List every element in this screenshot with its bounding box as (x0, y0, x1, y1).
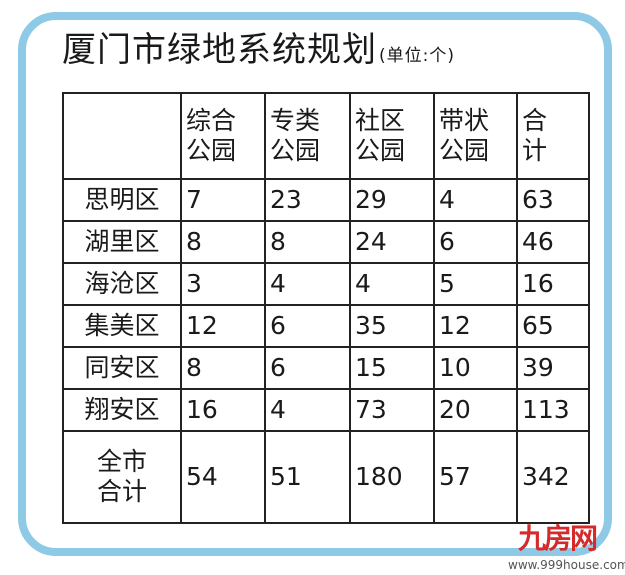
value-cell: 35 (349, 304, 435, 348)
total-label: 全市 合计 (62, 430, 182, 524)
district-label: 集美区 (62, 304, 182, 348)
column-header: 社区 公园 (349, 92, 435, 180)
value-cell: 12 (180, 304, 266, 348)
value-cell: 20 (433, 388, 518, 432)
total-cell: 342 (516, 430, 590, 524)
value-cell: 8 (264, 220, 351, 264)
value-cell: 10 (433, 346, 518, 390)
corner-cell (62, 92, 182, 180)
value-cell: 7 (180, 178, 266, 222)
value-cell: 63 (516, 178, 590, 222)
value-cell: 46 (516, 220, 590, 264)
value-cell: 29 (349, 178, 435, 222)
total-cell: 54 (180, 430, 266, 524)
value-cell: 4 (433, 178, 518, 222)
table-row: 同安区 8 6 15 10 39 (62, 346, 590, 390)
table-row: 集美区 12 6 35 12 65 (62, 304, 590, 348)
district-label: 湖里区 (62, 220, 182, 264)
table-row: 海沧区 3 4 4 5 16 (62, 262, 590, 306)
value-cell: 113 (516, 388, 590, 432)
unit-label: (单位:个) (379, 46, 455, 66)
value-cell: 4 (264, 262, 351, 306)
column-header: 专类 公园 (264, 92, 351, 180)
value-cell: 3 (180, 262, 266, 306)
value-cell: 16 (516, 262, 590, 306)
table-row: 湖里区 8 8 24 6 46 (62, 220, 590, 264)
value-cell: 4 (349, 262, 435, 306)
total-cell: 180 (349, 430, 435, 524)
value-cell: 8 (180, 346, 266, 390)
page-title: 厦门市绿地系统规划 (单位:个) (62, 30, 455, 76)
value-cell: 12 (433, 304, 518, 348)
value-cell: 23 (264, 178, 351, 222)
column-header: 合计 (516, 92, 590, 180)
value-cell: 6 (264, 346, 351, 390)
value-cell: 73 (349, 388, 435, 432)
value-cell: 4 (264, 388, 351, 432)
title-text: 厦门市绿地系统规划 (62, 30, 377, 70)
total-cell: 57 (433, 430, 518, 524)
value-cell: 5 (433, 262, 518, 306)
value-cell: 24 (349, 220, 435, 264)
value-cell: 8 (180, 220, 266, 264)
table-row: 思明区 7 23 29 4 63 (62, 178, 590, 222)
column-header: 带状 公园 (433, 92, 518, 180)
value-cell: 15 (349, 346, 435, 390)
value-cell: 6 (264, 304, 351, 348)
watermark-url: www.999house.com (508, 558, 625, 572)
district-label: 翔安区 (62, 388, 182, 432)
district-label: 同安区 (62, 346, 182, 390)
column-header: 综合 公园 (180, 92, 266, 180)
watermark-logo: 九房网 (518, 522, 598, 555)
green-space-table: 综合 公园 专类 公园 社区 公园 带状 公园 合计 思明区 7 23 29 4 63 湖里区 8 8 2… (62, 92, 590, 524)
value-cell: 6 (433, 220, 518, 264)
total-row: 全市 合计 54 51 180 57 342 (62, 430, 590, 524)
district-label: 海沧区 (62, 262, 182, 306)
header-row: 综合 公园 专类 公园 社区 公园 带状 公园 合计 (62, 92, 590, 180)
total-cell: 51 (264, 430, 351, 524)
value-cell: 65 (516, 304, 590, 348)
district-label: 思明区 (62, 178, 182, 222)
value-cell: 16 (180, 388, 266, 432)
table-row: 翔安区 16 4 73 20 113 (62, 388, 590, 432)
value-cell: 39 (516, 346, 590, 390)
